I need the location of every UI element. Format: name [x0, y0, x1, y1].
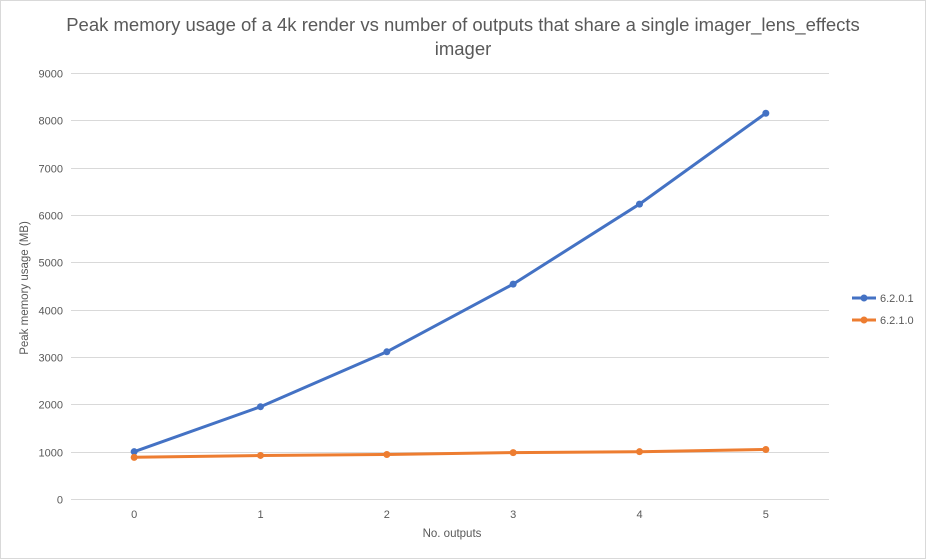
data-point [636, 448, 643, 456]
y-tick-label: 1000 [39, 448, 63, 460]
data-point [130, 448, 138, 456]
chart-title-line-1: Peak memory usage of a 4k render vs numb… [66, 14, 860, 36]
y-tick-label: 0 [57, 495, 63, 507]
series-line [132, 448, 768, 459]
y-tick-label: 6000 [39, 211, 63, 223]
x-tick-label: 0 [131, 509, 137, 521]
legend: 6.2.0.1 6.2.1.0 [852, 293, 914, 327]
data-point [509, 449, 517, 457]
legend-entry: 6.2.1.0 [852, 315, 914, 327]
data-point [383, 348, 391, 356]
y-axis-ticks: 0 1000 2000 3000 4000 5000 6000 7000 8000 9000 [39, 69, 63, 507]
legend-point-marker [860, 316, 868, 324]
data-point [257, 403, 264, 411]
x-tick-label: 1 [257, 509, 263, 521]
x-axis-label: No. outputs [423, 528, 482, 540]
data-point [762, 446, 770, 454]
y-axis-label: Peak memory usage (MB) [19, 221, 31, 355]
y-tick-label: 8000 [39, 116, 63, 128]
x-axis-ticks: 0 1 2 3 4 5 [131, 509, 769, 521]
data-point [130, 453, 138, 461]
series-line [132, 111, 768, 454]
y-tick-label: 9000 [39, 69, 63, 81]
series-lines [130, 109, 770, 461]
y-tick-label: 4000 [39, 306, 63, 318]
series-6.2.1.0 [130, 446, 770, 461]
x-tick-label: 3 [510, 509, 516, 521]
legend-point-marker [860, 294, 868, 302]
chart-title-line-2: imager [435, 38, 492, 59]
x-tick-label: 5 [763, 509, 769, 521]
data-point [383, 451, 391, 459]
y-tick-label: 7000 [39, 164, 63, 176]
y-tick-label: 3000 [39, 353, 63, 365]
data-point [636, 200, 643, 208]
gridlines [71, 73, 829, 500]
x-tick-label: 2 [384, 509, 390, 521]
legend-entry: 6.2.0.1 [852, 293, 914, 305]
y-tick-label: 5000 [39, 258, 63, 270]
x-tick-label: 4 [636, 509, 642, 521]
legend-label: 6.2.1.0 [880, 315, 914, 327]
data-point [257, 451, 264, 459]
legend-label: 6.2.0.1 [880, 293, 914, 305]
y-tick-label: 2000 [39, 400, 63, 412]
data-point [762, 109, 770, 117]
series-6.2.0.1 [130, 109, 770, 456]
data-point [509, 280, 517, 288]
